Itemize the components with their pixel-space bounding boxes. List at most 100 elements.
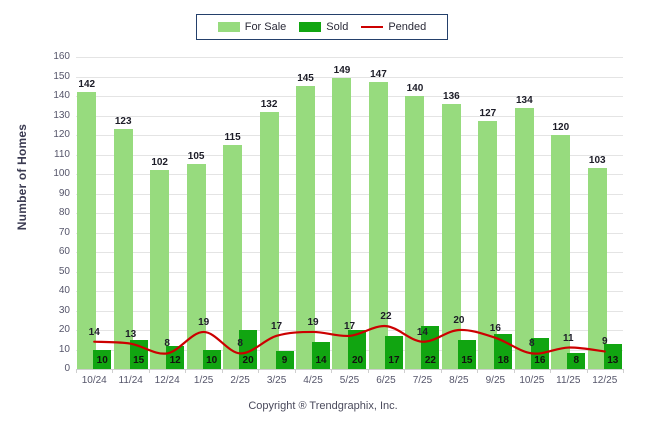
bar-value-label-sold: 9 bbox=[281, 355, 288, 366]
bar-value-label-for-sale: 134 bbox=[515, 94, 533, 106]
x-axis-tick-label: 4/25 bbox=[303, 375, 323, 386]
bar-group bbox=[258, 57, 294, 369]
bar-for-sale[interactable] bbox=[332, 78, 352, 369]
y-axis-tick-label: 60 bbox=[58, 246, 70, 257]
x-axis-tick-mark bbox=[148, 369, 150, 373]
bar-value-label-sold: 12 bbox=[169, 355, 181, 366]
bar-for-sale[interactable] bbox=[113, 129, 133, 369]
bar-value-label-for-sale: 149 bbox=[333, 65, 351, 77]
bar-for-sale[interactable] bbox=[587, 168, 607, 369]
bar-sold[interactable] bbox=[457, 339, 476, 369]
bar-group bbox=[76, 57, 112, 369]
pended-line-series bbox=[93, 324, 606, 355]
bar-for-sale[interactable] bbox=[441, 103, 461, 369]
bar-for-sale[interactable] bbox=[514, 107, 534, 369]
bar-sold[interactable] bbox=[603, 343, 622, 369]
x-axis-tick-mark bbox=[477, 369, 479, 373]
legend-swatch-icon bbox=[299, 22, 322, 32]
bar-sold[interactable] bbox=[348, 330, 367, 369]
bar-value-label-sold: 22 bbox=[424, 355, 436, 366]
bar-for-sale[interactable] bbox=[368, 82, 388, 369]
line-value-label-pended: 13 bbox=[125, 328, 137, 340]
y-axis-tick-label: 0 bbox=[64, 363, 70, 374]
line-value-label-pended: 9 bbox=[601, 336, 608, 348]
bar-sold[interactable] bbox=[275, 351, 294, 369]
legend-item-pended[interactable]: Pended bbox=[361, 21, 426, 33]
bar-for-sale[interactable] bbox=[551, 135, 571, 369]
bar-for-sale[interactable] bbox=[405, 96, 425, 369]
y-axis-tick-label: 90 bbox=[58, 187, 70, 199]
x-axis-tick-mark bbox=[185, 369, 187, 373]
bar-sold[interactable] bbox=[312, 341, 331, 369]
y-axis-tick-label: 130 bbox=[53, 109, 70, 121]
x-axis-tick-label: 3/25 bbox=[266, 375, 287, 386]
bar-for-sale[interactable] bbox=[478, 121, 498, 369]
bar-value-label-sold: 20 bbox=[351, 355, 364, 366]
bar-value-label-for-sale: 142 bbox=[78, 79, 96, 91]
bar-sold[interactable] bbox=[202, 349, 221, 369]
legend-item-sold[interactable]: Sold bbox=[299, 21, 348, 33]
y-axis-tick-label: 20 bbox=[58, 324, 70, 335]
bar-value-label-sold: 16 bbox=[534, 355, 546, 366]
line-value-label-pended: 16 bbox=[489, 322, 501, 334]
legend-line-icon bbox=[361, 26, 384, 28]
bar-value-label-sold: 18 bbox=[497, 355, 509, 366]
bar-for-sale[interactable] bbox=[259, 111, 279, 369]
bar-value-label-for-sale: 127 bbox=[479, 108, 497, 120]
x-axis-tick-mark bbox=[367, 369, 369, 373]
x-axis-tick-label: 2/25 bbox=[230, 375, 250, 386]
gridline bbox=[76, 76, 623, 78]
bar-sold[interactable] bbox=[239, 330, 258, 369]
bar-for-sale[interactable] bbox=[223, 144, 243, 369]
bar-value-label-for-sale: 123 bbox=[114, 116, 132, 128]
bar-for-sale[interactable] bbox=[150, 170, 170, 369]
legend-swatch-icon bbox=[217, 22, 240, 32]
line-value-label-pended: 8 bbox=[164, 338, 170, 350]
y-axis-title: Number of Homes bbox=[15, 123, 29, 231]
bar-sold[interactable] bbox=[567, 353, 586, 369]
gridline bbox=[76, 57, 623, 58]
y-axis-tick-label: 140 bbox=[53, 90, 70, 101]
legend-item-label: Pended bbox=[388, 21, 427, 33]
x-axis-tick-mark bbox=[550, 369, 552, 373]
legend-item-label: For Sale bbox=[244, 21, 287, 33]
y-axis-tick-label: 30 bbox=[58, 304, 70, 316]
bar-group bbox=[222, 57, 258, 369]
line-value-label-pended: 19 bbox=[198, 316, 210, 328]
plot-area: 142 10 123 15 102 12 105 10 115 20 132 9 145 14 149 20 1… bbox=[76, 57, 623, 369]
bar-for-sale[interactable] bbox=[186, 164, 206, 369]
y-axis-tick-label: 100 bbox=[53, 168, 70, 179]
x-axis-tick-label: 6/25 bbox=[376, 375, 396, 386]
x-axis-tick-label: 9/25 bbox=[485, 375, 506, 386]
bar-for-sale[interactable] bbox=[77, 92, 97, 369]
bar-value-label-sold: 8 bbox=[573, 355, 580, 366]
y-axis-tick-label: 110 bbox=[54, 148, 70, 160]
y-axis-tick-label: 50 bbox=[58, 265, 70, 277]
bar-sold[interactable] bbox=[93, 349, 112, 369]
x-axis-tick-label: 11/25 bbox=[556, 375, 581, 386]
bar-sold[interactable] bbox=[384, 335, 403, 369]
x-axis-tick-label: 10/25 bbox=[519, 375, 545, 386]
legend-item-for-sale[interactable]: For Sale bbox=[217, 21, 287, 33]
x-axis-tick-mark bbox=[294, 369, 296, 373]
bar-value-label-sold: 14 bbox=[315, 355, 327, 366]
x-axis-tick-label: 11/24 bbox=[118, 375, 143, 386]
x-axis-tick-label: 12/25 bbox=[592, 375, 618, 386]
bar-group bbox=[331, 57, 367, 369]
x-axis-tick-label: 8/25 bbox=[449, 375, 469, 386]
x-axis-tick-mark bbox=[513, 369, 515, 373]
x-axis-tick-mark bbox=[331, 369, 333, 373]
bar-value-label-sold: 15 bbox=[461, 355, 473, 366]
line-value-label-pended: 11 bbox=[563, 332, 574, 344]
x-axis-tick-mark bbox=[404, 369, 406, 373]
x-axis-tick-label: 12/24 bbox=[154, 375, 180, 386]
bar-sold[interactable] bbox=[421, 326, 440, 369]
bar-value-label-for-sale: 115 bbox=[224, 131, 241, 143]
bar-value-label-for-sale: 132 bbox=[260, 98, 278, 110]
x-axis-tick-label: 5/25 bbox=[339, 375, 360, 386]
bar-for-sale[interactable] bbox=[296, 86, 316, 369]
line-value-label-pended: 8 bbox=[237, 338, 243, 350]
line-value-label-pended: 22 bbox=[380, 311, 392, 323]
x-axis-tick-mark bbox=[586, 369, 588, 373]
bar-value-label-for-sale: 120 bbox=[552, 122, 570, 133]
